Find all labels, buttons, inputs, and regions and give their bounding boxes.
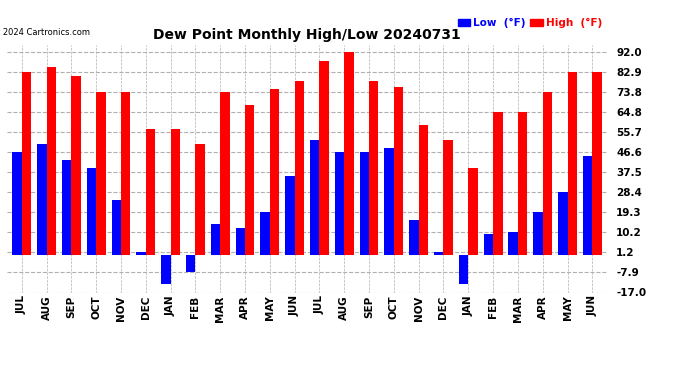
Bar	[409, 220, 419, 255]
Bar	[567, 72, 577, 255]
Legend: Low  (°F), High  (°F): Low (°F), High (°F)	[458, 18, 602, 28]
Bar	[419, 124, 428, 255]
Bar	[493, 112, 502, 255]
Bar	[359, 152, 369, 255]
Bar	[195, 144, 205, 255]
Bar	[344, 52, 354, 255]
Bar	[62, 160, 71, 255]
Bar	[310, 141, 319, 255]
Bar	[37, 144, 47, 255]
Bar	[444, 141, 453, 255]
Bar	[533, 212, 543, 255]
Bar	[295, 81, 304, 255]
Bar	[220, 92, 230, 255]
Bar	[394, 87, 403, 255]
Bar	[583, 156, 592, 255]
Bar	[22, 72, 31, 255]
Bar	[592, 72, 602, 255]
Bar	[484, 234, 493, 255]
Bar	[12, 152, 22, 255]
Bar	[509, 232, 518, 255]
Bar	[260, 212, 270, 255]
Bar	[518, 112, 527, 255]
Bar	[146, 129, 155, 255]
Bar	[434, 252, 444, 255]
Text: Copyright 2024 Cartronics.com: Copyright 2024 Cartronics.com	[0, 28, 90, 37]
Bar	[285, 176, 295, 255]
Bar	[121, 92, 130, 255]
Bar	[384, 148, 394, 255]
Bar	[335, 152, 344, 255]
Title: Dew Point Monthly High/Low 20240731: Dew Point Monthly High/Low 20240731	[153, 28, 461, 42]
Bar	[459, 255, 469, 284]
Bar	[170, 129, 180, 255]
Bar	[558, 192, 567, 255]
Bar	[270, 89, 279, 255]
Bar	[186, 255, 195, 272]
Bar	[543, 92, 552, 255]
Bar	[369, 81, 379, 255]
Bar	[235, 228, 245, 255]
Bar	[137, 252, 146, 255]
Bar	[161, 255, 170, 284]
Bar	[211, 224, 220, 255]
Bar	[245, 105, 255, 255]
Bar	[112, 200, 121, 255]
Bar	[71, 76, 81, 255]
Bar	[96, 92, 106, 255]
Bar	[47, 68, 56, 255]
Bar	[87, 168, 96, 255]
Bar	[469, 168, 477, 255]
Bar	[319, 61, 329, 255]
